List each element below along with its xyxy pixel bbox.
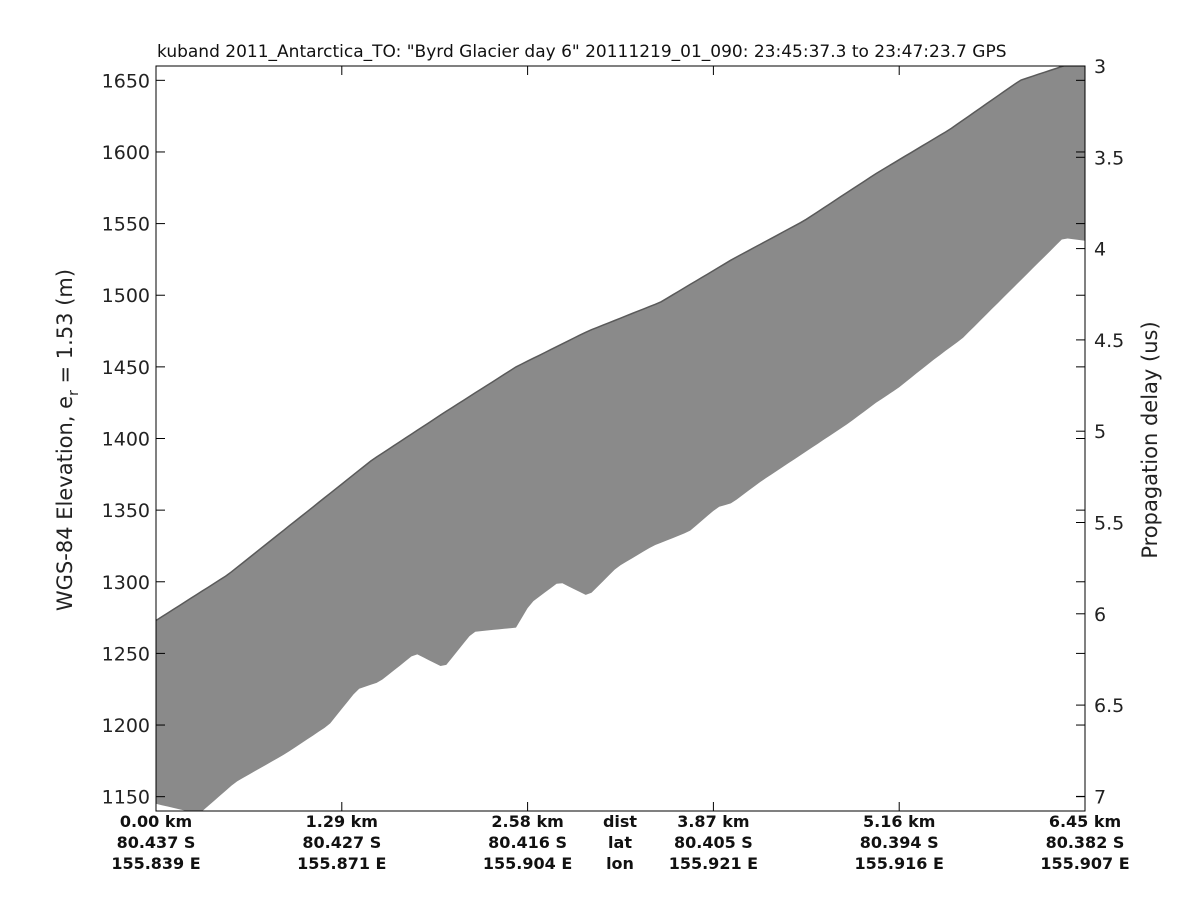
left-axis-title: WGS-84 Elevation, er = 1.53 (m) [53,269,82,611]
x-tick-lat: 80.405 S [674,833,753,852]
right-tick-label: 4 [1094,239,1106,261]
x-tick-lat: 80.394 S [860,833,939,852]
left-tick-label: 1350 [102,500,150,522]
x-tick-lon: 155.839 E [111,854,200,873]
right-axis: 3 3.5 4 4.5 5 5.5 6 6.5 7 [1076,56,1124,808]
left-tick-label: 1200 [102,715,150,737]
x-tick-lon: 155.916 E [855,854,944,873]
x-tick-dist: 2.58 km [491,812,563,831]
x-tick-lon: 155.904 E [483,854,572,873]
row-label-dist: dist [603,812,637,831]
x-tick-lon: 155.871 E [297,854,386,873]
right-tick-label: 6 [1094,604,1106,626]
x-tick-dist: 3.87 km [677,812,749,831]
left-tick-label: 1550 [102,214,150,236]
x-tick-dist: 1.29 km [306,812,378,831]
left-tick-label: 1600 [102,142,150,164]
right-tick-label: 7 [1094,786,1106,808]
left-axis: 1150 1200 1250 1300 1350 1400 1450 1500 1550 1600… [102,70,1085,809]
left-tick-label: 1650 [102,70,150,92]
x-tick-lon: 155.907 E [1040,854,1129,873]
left-tick-label: 1400 [102,429,150,451]
left-tick-label: 1450 [102,357,150,379]
x-tick-lon: 155.921 E [669,854,758,873]
left-tick-label: 1500 [102,285,150,307]
right-tick-label: 4.5 [1094,330,1124,352]
right-tick-label: 3 [1094,56,1106,78]
right-tick-label: 5 [1094,421,1106,443]
x-tick-dist: 0.00 km [120,812,192,831]
right-tick-label: 6.5 [1094,695,1124,717]
row-labels: dist lat lon [603,812,637,873]
surface-line [156,66,1066,622]
left-tick-label: 1250 [102,643,150,665]
x-tick-lat: 80.427 S [302,833,381,852]
row-label-lat: lat [608,833,632,852]
x-tick-lat: 80.437 S [117,833,196,852]
left-tick-label: 1150 [102,787,150,809]
right-axis-title: Propagation delay (us) [1138,321,1162,558]
echo-band [156,66,1085,811]
x-tick-dist: 6.45 km [1049,812,1121,831]
x-tick-lat: 80.382 S [1046,833,1125,852]
left-tick-label: 1300 [102,572,150,594]
radar-echo-layer [156,66,1085,811]
right-tick-label: 3.5 [1094,147,1124,169]
x-tick-dist: 5.16 km [863,812,935,831]
x-tick-lat: 80.416 S [488,833,567,852]
x-axis: 0.00 km 80.437 S 155.839 E 1.29 km 80.427 S 1… [111,66,1130,873]
row-label-lon: lon [606,854,634,873]
chart-title: kuband 2011_Antarctica_TO: "Byrd Glacier… [157,42,1007,62]
right-tick-label: 5.5 [1094,512,1124,534]
